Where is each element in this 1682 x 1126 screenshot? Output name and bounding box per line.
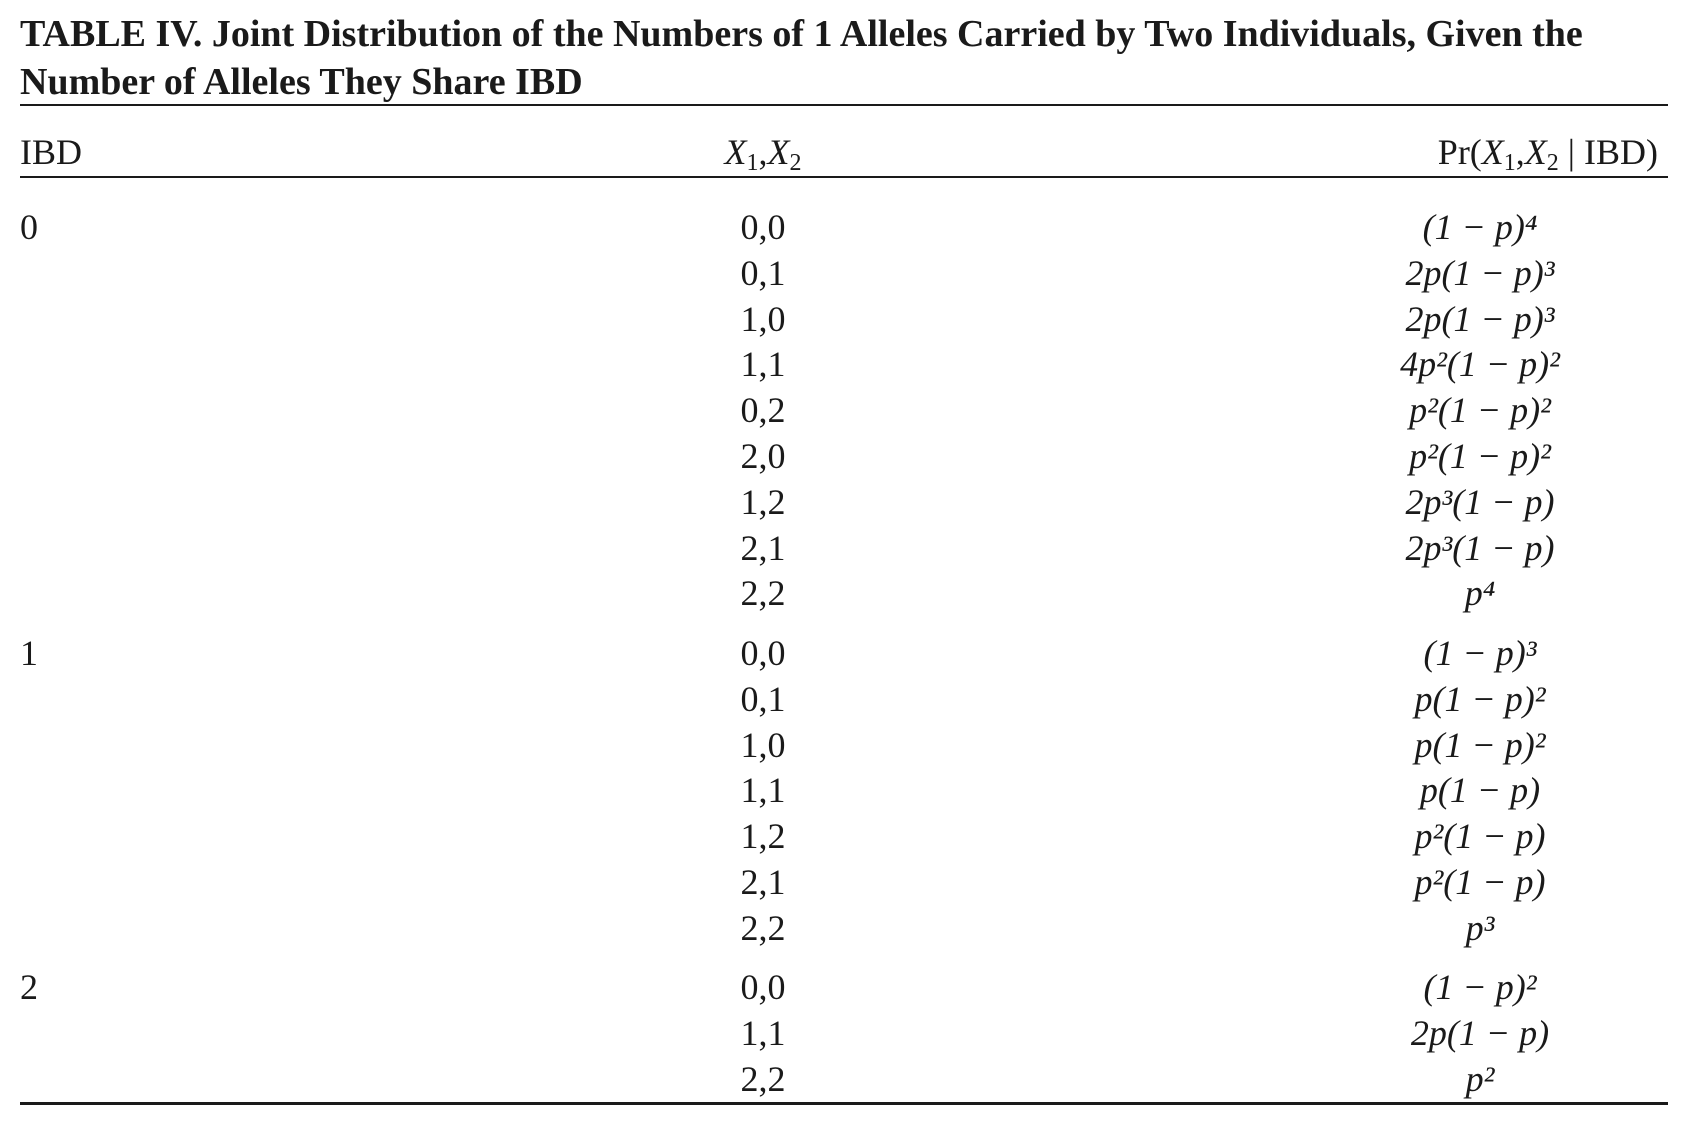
table-row: 1,1 4p²(1 − p)² [20, 342, 1668, 388]
table-row: 0,1 p(1 − p)² [20, 677, 1668, 723]
probability-value: (1 − p)⁴ [1422, 207, 1538, 247]
x1-x2-value: 0,0 [740, 207, 786, 247]
probability-value: 2p³(1 − p) [1405, 481, 1555, 522]
x1-x2-value: 2,0 [740, 435, 786, 476]
x1-x2-value: 1,2 [740, 481, 786, 522]
x1-x2-value: 0,2 [740, 390, 786, 431]
header-x1-x2: X1,X2 [724, 132, 802, 176]
table-row: 1,0 p(1 − p)² [20, 723, 1668, 769]
probability-value: p⁴ [1464, 573, 1496, 614]
ibd-group-1: 1 0,0 (1 − p)³ 0,1 p(1 − p)² 1,0 p(1 − p)² 1,1 p… [20, 631, 1668, 952]
header-probability: Pr(X1,X2 | IBD) [1437, 132, 1658, 176]
probability-value: (1 − p)² [1423, 967, 1537, 1007]
x1-x2-value: 2,1 [740, 861, 786, 902]
x1-x2-value: 1,1 [740, 344, 786, 385]
table-row: 1,2 2p³(1 − p) [20, 480, 1668, 526]
table-row: 1,2 p²(1 − p) [20, 814, 1668, 860]
table-row: 2,2 p⁴ [20, 571, 1668, 617]
bottom-rule [20, 1102, 1668, 1105]
table-row: 1,0 2p(1 − p)³ [20, 297, 1668, 343]
x1-x2-value: 0,1 [740, 252, 786, 293]
ibd-value: 0 [20, 207, 38, 247]
probability-value: (1 − p)³ [1423, 633, 1537, 673]
probability-value: p(1 − p) [1419, 770, 1541, 811]
probability-value: p²(1 − p)² [1409, 390, 1551, 431]
x1-x2-value: 2,2 [740, 907, 786, 948]
x1-x2-value: 1,1 [740, 770, 786, 811]
table-row: 2,2 p³ [20, 906, 1668, 952]
table-row: 2,1 p²(1 − p) [20, 860, 1668, 906]
table-row: 0,2 p²(1 − p)² [20, 388, 1668, 434]
table-row: 1,1 p(1 − p) [20, 768, 1668, 814]
probability-value: p³ [1465, 907, 1495, 948]
table-row: 0,1 2p(1 − p)³ [20, 251, 1668, 297]
x1-x2-value: 2,2 [740, 573, 786, 614]
probability-value: p(1 − p)² [1414, 678, 1546, 719]
probability-value: p²(1 − p)² [1409, 435, 1551, 476]
top-rule [20, 104, 1668, 106]
x1-x2-value: 2,1 [740, 527, 786, 568]
probability-value: 2p(1 − p)³ [1405, 252, 1555, 293]
probability-value: p(1 − p)² [1414, 724, 1546, 765]
table-row: 0,0 (1 − p)³ [20, 631, 1668, 677]
x1-x2-value: 1,0 [740, 724, 786, 765]
ibd-value: 1 [20, 633, 38, 673]
table-row: 1,1 2p(1 − p) [20, 1011, 1668, 1057]
probability-value: 2p(1 − p)³ [1405, 298, 1555, 339]
ibd-group-2: 2 0,0 (1 − p)² 1,1 2p(1 − p) 2,2 p² [20, 965, 1668, 1102]
table-row: 2,2 p² [20, 1057, 1668, 1103]
ibd-value: 2 [20, 967, 38, 1007]
table-row: 2,1 2p³(1 − p) [20, 526, 1668, 572]
probability-value: 2p³(1 − p) [1405, 527, 1555, 568]
table-row: 0,0 (1 − p)² [20, 965, 1668, 1011]
x1-x2-value: 0,0 [740, 633, 786, 673]
ibd-group-0: 0 0,0 (1 − p)⁴ 0,1 2p(1 − p)³ 1,0 2p(1 − p)³ 1,… [20, 205, 1668, 617]
table-row: 2,0 p²(1 − p)² [20, 434, 1668, 480]
table-row: 0,0 (1 − p)⁴ [20, 205, 1668, 251]
header-rule [20, 176, 1668, 178]
x1-x2-value: 1,0 [740, 298, 786, 339]
x1-x2-value: 0,1 [740, 678, 786, 719]
probability-value: p²(1 − p) [1414, 861, 1546, 902]
probability-value: p²(1 − p) [1414, 816, 1546, 857]
probability-value: p² [1465, 1058, 1495, 1099]
x1-x2-value: 1,1 [740, 1012, 786, 1053]
header-ibd: IBD [20, 132, 82, 172]
x1-x2-value: 2,2 [740, 1058, 786, 1099]
x1-x2-value: 0,0 [740, 967, 786, 1007]
probability-value: 4p²(1 − p)² [1400, 344, 1560, 385]
table-title: TABLE IV. Joint Distribution of the Numb… [20, 13, 1583, 103]
probability-value: 2p(1 − p) [1410, 1012, 1550, 1053]
x1-x2-value: 1,2 [740, 816, 786, 857]
